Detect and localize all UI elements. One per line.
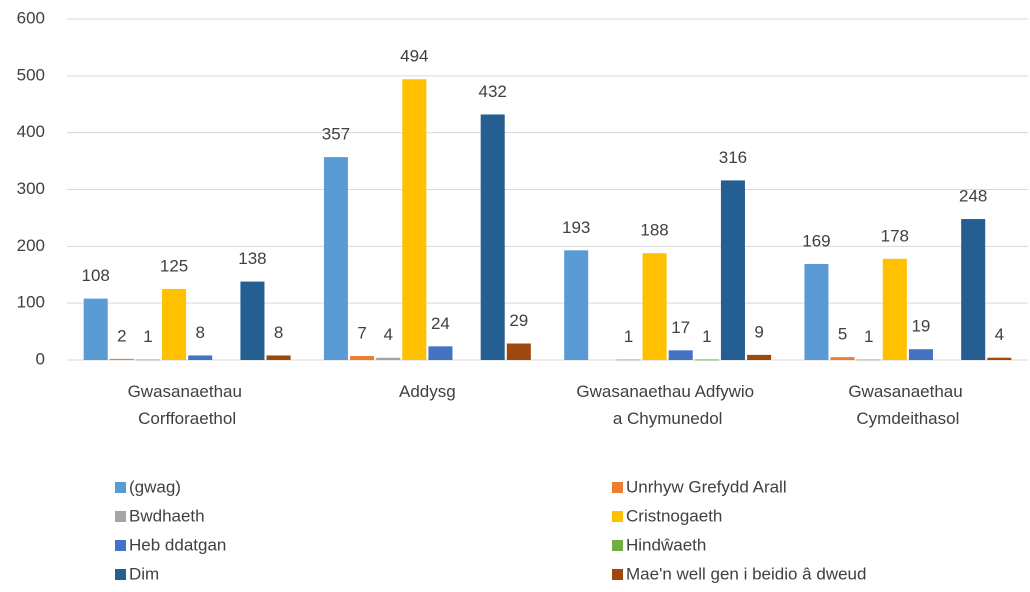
x-tick-label: Addysg — [399, 382, 456, 401]
data-label: 357 — [322, 125, 350, 144]
bar — [506, 343, 531, 360]
data-label: 19 — [911, 317, 930, 336]
y-tick-label: 400 — [17, 122, 45, 141]
bar — [642, 253, 667, 360]
data-label: 24 — [431, 314, 450, 333]
y-tick-label: 0 — [36, 349, 45, 368]
bar — [804, 263, 829, 360]
legend-swatch — [612, 540, 623, 551]
legend-label: Unrhyw Grefydd Arall — [626, 477, 787, 496]
bar — [961, 219, 986, 360]
bar — [480, 114, 505, 360]
data-label: 5 — [838, 325, 847, 344]
data-label: 1 — [624, 327, 633, 346]
bar — [376, 357, 401, 360]
data-label: 8 — [195, 323, 204, 342]
legend-swatch — [115, 540, 126, 551]
legend-swatch — [115, 482, 126, 493]
bar — [720, 180, 745, 360]
data-label: 1 — [864, 327, 873, 346]
data-label: 8 — [274, 323, 283, 342]
x-tick-label: Gwasanaethau Adfywio a Chymunedol — [576, 382, 758, 428]
legend-label: Cristnogaeth — [626, 506, 722, 525]
data-label: 17 — [671, 318, 690, 337]
data-label: 4 — [383, 325, 392, 344]
legend-swatch — [612, 511, 623, 522]
bar — [323, 157, 348, 360]
bar — [135, 359, 160, 361]
data-label: 494 — [400, 47, 428, 66]
data-label: 125 — [160, 256, 188, 275]
data-label: 138 — [238, 249, 266, 268]
data-label: 248 — [959, 187, 987, 206]
data-label: 432 — [479, 82, 507, 101]
bar — [402, 79, 427, 360]
data-label: 316 — [719, 148, 747, 167]
data-label: 2 — [117, 326, 126, 345]
data-label: 193 — [562, 218, 590, 237]
legend-label: Heb ddatgan — [129, 535, 226, 554]
bar — [266, 355, 291, 360]
legend-label: Mae'n well gen i beidio â dweud — [626, 564, 866, 583]
legend-label: Hindŵaeth — [626, 535, 706, 554]
bar — [564, 250, 589, 360]
data-label: 108 — [81, 266, 109, 285]
legend-swatch — [612, 482, 623, 493]
legend-label: (gwag) — [129, 477, 181, 496]
bar — [694, 359, 719, 361]
y-tick-label: 200 — [17, 236, 45, 255]
bar — [856, 359, 881, 361]
data-label: 4 — [995, 325, 1004, 344]
data-label: 169 — [802, 231, 830, 250]
bar — [616, 359, 641, 361]
legend-swatch — [115, 511, 126, 522]
data-label: 188 — [640, 221, 668, 240]
legend-swatch — [115, 569, 126, 580]
bar — [882, 258, 907, 360]
bar — [668, 350, 693, 360]
bar — [987, 357, 1012, 360]
data-label: 29 — [509, 311, 528, 330]
bar — [428, 346, 453, 360]
x-tick-label: Gwasanaethau Corfforaethol — [128, 382, 247, 428]
x-tick-label: Gwasanaethau Cymdeithasol — [848, 382, 967, 428]
bar — [162, 288, 187, 360]
y-tick-label: 500 — [17, 65, 45, 84]
legend-swatch — [612, 569, 623, 580]
data-label: 9 — [754, 322, 763, 341]
bar — [830, 357, 855, 360]
data-label: 1 — [143, 327, 152, 346]
bar — [83, 298, 108, 360]
bar — [350, 356, 375, 360]
legend-label: Bwdhaeth — [129, 506, 205, 525]
y-tick-label: 100 — [17, 293, 45, 312]
bar — [240, 281, 265, 360]
bar — [188, 355, 213, 360]
y-tick-label: 600 — [17, 8, 45, 27]
bar — [747, 354, 772, 360]
legend-label: Dim — [129, 564, 159, 583]
data-label: 7 — [357, 324, 366, 343]
bar — [908, 349, 933, 360]
bar — [109, 358, 134, 360]
data-label: 178 — [881, 226, 909, 245]
data-label: 1 — [702, 327, 711, 346]
y-tick-label: 300 — [17, 179, 45, 198]
